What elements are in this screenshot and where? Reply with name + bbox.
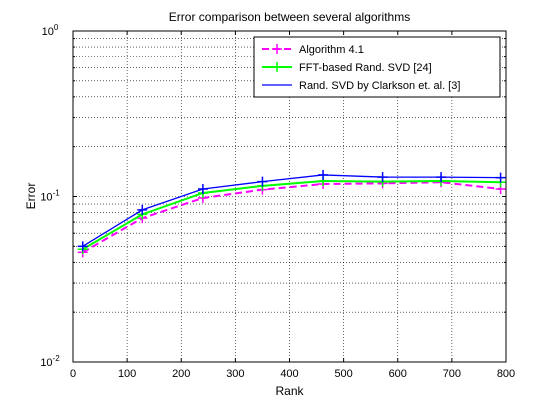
y-tick-label: 10-1 [40, 189, 60, 204]
data-point [436, 172, 447, 183]
data-point [137, 204, 148, 215]
y-tick-label: 10-2 [40, 354, 60, 369]
legend-label: Rand. SVD by Clarkson et. al. [3] [299, 80, 460, 92]
data-point [318, 169, 329, 180]
data-point [377, 172, 388, 183]
y-tick-label: 100 [42, 23, 59, 38]
x-tick-label: 400 [280, 368, 298, 380]
legend-label: FFT-based Rand. SVD [24] [299, 62, 432, 74]
y-axis-label: Error [24, 183, 38, 210]
chart-title: Error comparison between several algorit… [169, 10, 410, 24]
series-line [82, 181, 501, 254]
data-point [495, 172, 506, 183]
x-tick-label: 100 [118, 368, 136, 380]
data-point [257, 176, 268, 187]
data-point [197, 183, 208, 194]
x-tick-label: 600 [389, 368, 407, 380]
x-tick-label: 700 [443, 368, 461, 380]
ticks: 0 100 200 300 400 500 600 700 800 10-2 10-1 100 [40, 23, 515, 380]
x-tick-label: 500 [334, 368, 352, 380]
series-line [82, 174, 501, 247]
legend-label: Algorithm 4.1 [299, 44, 364, 56]
x-tick-label: 300 [226, 368, 244, 380]
x-tick-label: 800 [497, 368, 515, 380]
data-point [77, 241, 88, 252]
x-axis-label: Rank [275, 384, 304, 398]
series-layer [77, 169, 506, 258]
x-tick-label: 0 [70, 368, 76, 380]
legend-item: Algorithm 4.1 [262, 44, 364, 56]
legend-item: Rand. SVD by Clarkson et. al. [3] [262, 80, 460, 92]
legend-item: FFT-based Rand. SVD [24] [262, 62, 432, 74]
legend-box [253, 36, 501, 98]
legend: Algorithm 4.1 FFT-based Rand. SVD [24] Ran… [253, 36, 501, 98]
series-line [82, 180, 501, 251]
x-tick-label: 200 [172, 368, 190, 380]
